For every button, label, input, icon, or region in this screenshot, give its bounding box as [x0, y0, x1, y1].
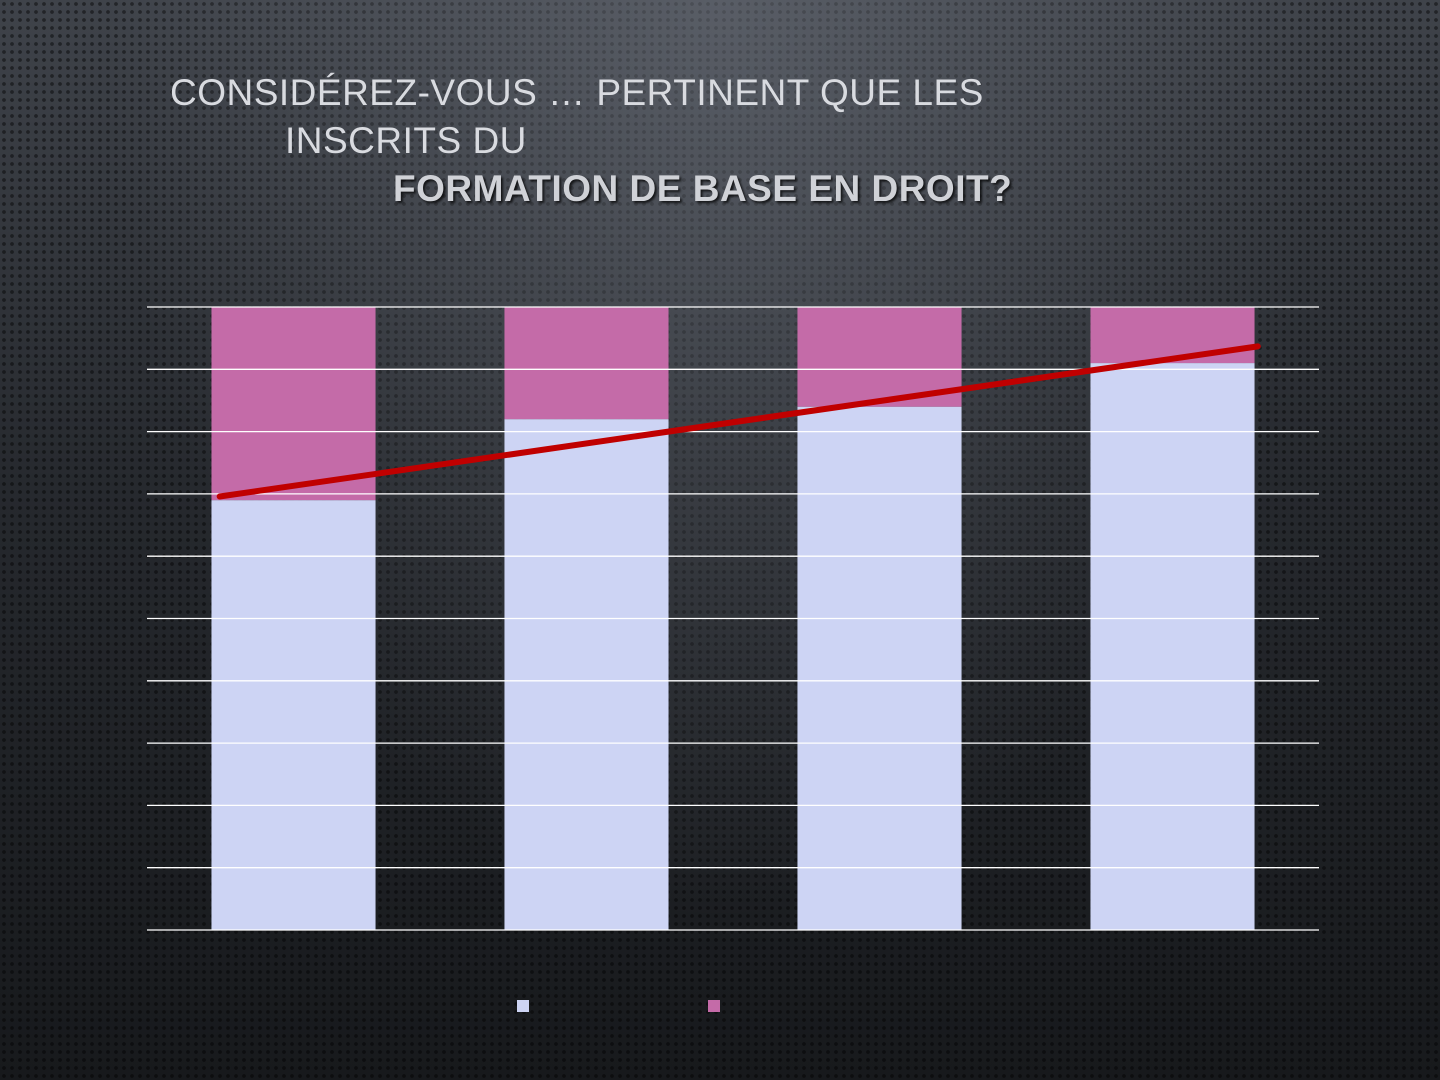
title-line-2: INSCRITS DU — [285, 120, 527, 161]
title-line-3: FORMATION DE BASE EN DROIT? — [393, 168, 1013, 209]
bar-series2-2 — [504, 307, 669, 420]
bar-series1-4 — [1090, 363, 1255, 930]
bar-series1-2 — [504, 419, 669, 930]
bar-series2-4 — [1090, 307, 1255, 364]
title-line-1: CONSIDÉREZ-VOUS … PERTINENT QUE LES — [170, 72, 984, 113]
bar-series1-1 — [211, 500, 376, 930]
legend-marker-series1 — [517, 1000, 529, 1012]
bar-series2-1 — [211, 307, 376, 501]
trendline — [216, 343, 1261, 500]
bar-series1-3 — [797, 406, 962, 930]
bar-series2-3 — [797, 307, 962, 407]
legend-marker-series2 — [708, 1000, 720, 1012]
slide-title: CONSIDÉREZ-VOUS … PERTINENT QUE LES INSC… — [0, 0, 1440, 230]
